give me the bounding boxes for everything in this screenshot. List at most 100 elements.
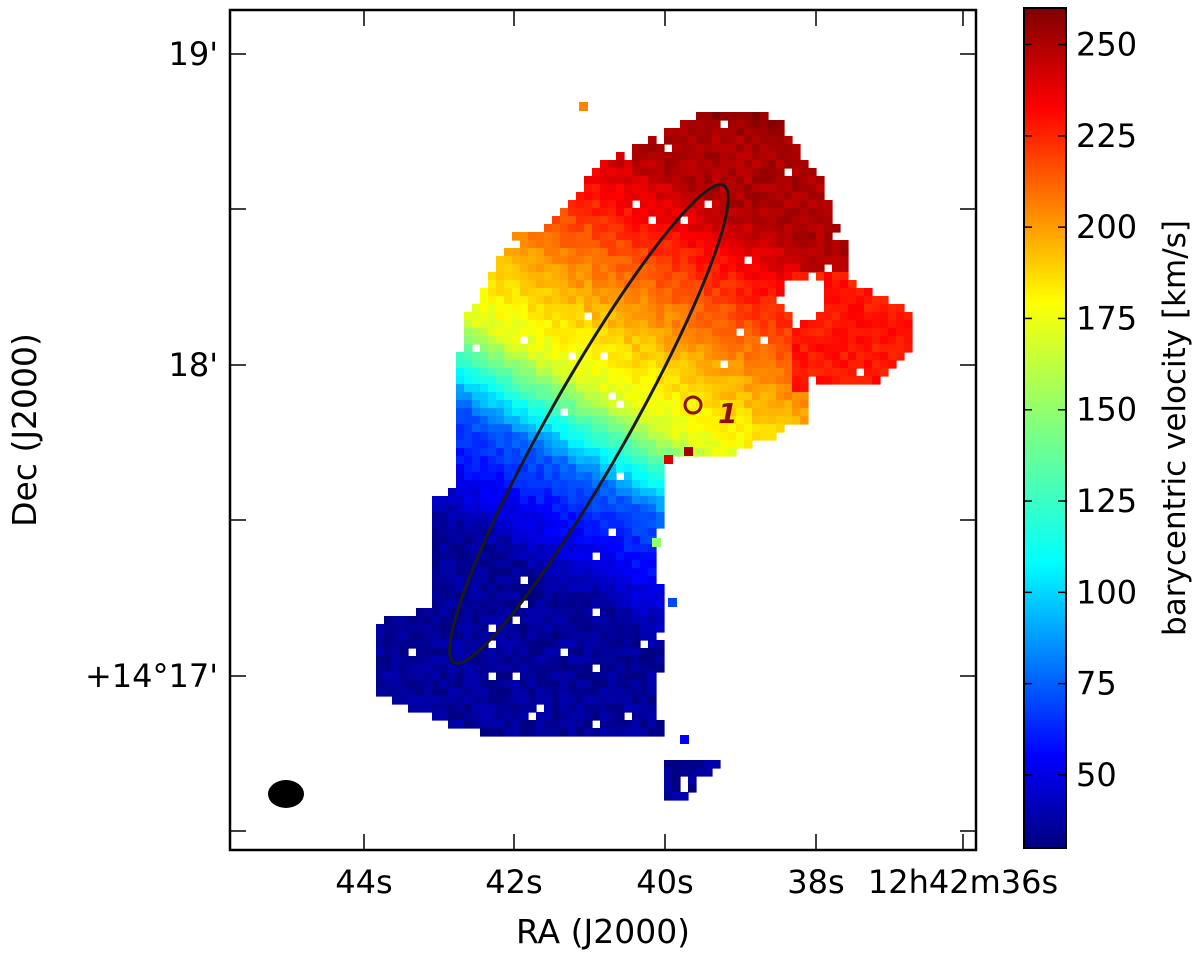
- heatmap-pixel: [624, 208, 633, 217]
- heatmap-pixel: [488, 688, 497, 697]
- heatmap-pixel: [608, 424, 617, 433]
- heatmap-pixel: [584, 208, 593, 217]
- heatmap-pixel: [528, 336, 537, 345]
- heatmap-pixel: [472, 376, 481, 385]
- heatmap-pixel: [536, 608, 545, 617]
- heatmap-pixel: [736, 200, 745, 209]
- heatmap-pixel: [520, 696, 529, 705]
- heatmap-pixel: [544, 392, 553, 401]
- heatmap-pixel: [488, 680, 497, 689]
- heatmap-pixel: [808, 352, 817, 361]
- heatmap-pixel: [592, 536, 601, 545]
- heatmap-pixel: [760, 408, 769, 417]
- heatmap-pixel: [712, 200, 721, 209]
- heatmap-pixel: [592, 704, 601, 713]
- heatmap-pixel: [536, 600, 545, 609]
- heatmap-pixel: [808, 224, 817, 233]
- heatmap-pixel: [472, 400, 481, 409]
- heatmap-pixel: [544, 456, 553, 465]
- heatmap-pixel: [880, 304, 889, 313]
- heatmap-pixel: [640, 592, 649, 601]
- heatmap-pixel: [600, 336, 609, 345]
- heatmap-pixel: [680, 248, 689, 257]
- heatmap-pixel: [624, 384, 633, 393]
- heatmap-pixel: [624, 408, 633, 417]
- heatmap-pixel: [800, 352, 809, 361]
- heatmap-pixel: [720, 440, 729, 449]
- heatmap-pixel: [456, 576, 465, 585]
- heatmap-pixel: [680, 200, 689, 209]
- heatmap-pixel: [640, 352, 649, 361]
- heatmap-pixel: [640, 176, 649, 185]
- heatmap-pixel: [528, 696, 537, 705]
- heatmap-pixel: [528, 464, 537, 473]
- heatmap-pixel: [656, 328, 665, 337]
- heatmap-pixel: [816, 360, 825, 369]
- x-tick-label-38s: 38s: [787, 863, 844, 901]
- heatmap-pixel: [704, 176, 713, 185]
- heatmap-pixel: [760, 296, 769, 305]
- heatmap-pixel: [536, 648, 545, 657]
- heatmap-pixel: [464, 624, 473, 633]
- heatmap-pixel: [584, 320, 593, 329]
- heatmap-pixel: [600, 416, 609, 425]
- heatmap-pixel: [432, 552, 441, 561]
- heatmap-pixel: [720, 272, 729, 281]
- heatmap-pixel: [472, 592, 481, 601]
- heatmap-pixel: [640, 272, 649, 281]
- heatmap-pixel: [544, 464, 553, 473]
- heatmap-pixel: [824, 328, 833, 337]
- heatmap-pixel: [760, 360, 769, 369]
- heatmap-pixel: [480, 704, 489, 713]
- heatmap-pixel: [472, 456, 481, 465]
- heatmap-pixel: [408, 696, 417, 705]
- heatmap-pixel: [600, 720, 609, 729]
- heatmap-pixel: [664, 336, 673, 345]
- heatmap-pixel: [632, 512, 641, 521]
- heatmap-pixel: [648, 512, 657, 521]
- heatmap-pixel: [496, 592, 505, 601]
- heatmap-pixel: [536, 720, 545, 729]
- heatmap-pixel: [440, 632, 449, 641]
- heatmap-pixel: [672, 264, 681, 273]
- heatmap-pixel: [384, 616, 393, 625]
- heatmap-pixel: [456, 480, 465, 489]
- heatmap-pixel: [776, 336, 785, 345]
- heatmap-pixel: [712, 264, 721, 273]
- heatmap-pixel: [592, 208, 601, 217]
- heatmap-pixel: [728, 120, 737, 129]
- heatmap-pixel: [800, 328, 809, 337]
- heatmap-pixel: [680, 416, 689, 425]
- heatmap-pixel: [424, 680, 433, 689]
- heatmap-pixel: [376, 624, 385, 633]
- heatmap-pixel: [464, 432, 473, 441]
- heatmap-pixel: [592, 232, 601, 241]
- heatmap-pixel: [592, 424, 601, 433]
- heatmap-pixel: [632, 584, 641, 593]
- heatmap-pixel: [696, 328, 705, 337]
- heatmap-pixel: [520, 440, 529, 449]
- heatmap-pixel: [496, 272, 505, 281]
- heatmap-pixel: [472, 624, 481, 633]
- heatmap-pixel: [600, 616, 609, 625]
- heatmap-pixel: [704, 440, 713, 449]
- heatmap-pixel: [408, 624, 417, 633]
- heatmap-pixel: [536, 656, 545, 665]
- heatmap-pixel: [736, 424, 745, 433]
- heatmap-pixel: [624, 416, 633, 425]
- heatmap-pixel: [720, 256, 729, 265]
- heatmap-pixel: [600, 200, 609, 209]
- heatmap-pixel: [456, 680, 465, 689]
- heatmap-pixel: [648, 136, 657, 145]
- heatmap-pixel: [504, 584, 513, 593]
- heatmap-pixel: [832, 304, 841, 313]
- heatmap-pixel: [684, 447, 693, 456]
- heatmap-pixel: [664, 288, 673, 297]
- heatmap-pixel: [640, 680, 649, 689]
- heatmap-pixel: [528, 232, 537, 241]
- heatmap-pixel: [736, 344, 745, 353]
- heatmap-pixel: [648, 584, 657, 593]
- heatmap-pixel: [752, 344, 761, 353]
- heatmap-pixel: [528, 344, 537, 353]
- heatmap-pixel: [816, 328, 825, 337]
